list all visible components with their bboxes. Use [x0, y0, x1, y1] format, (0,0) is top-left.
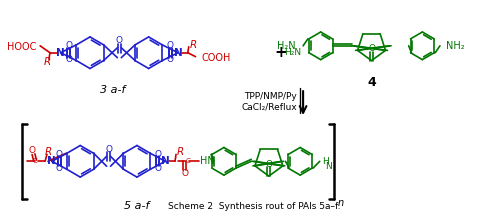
- Text: R: R: [190, 40, 197, 50]
- Text: O: O: [166, 55, 173, 64]
- Text: O: O: [154, 164, 162, 173]
- Text: CaCl₂/Reflux: CaCl₂/Reflux: [242, 103, 297, 112]
- Text: C: C: [33, 158, 38, 164]
- Text: HN: HN: [200, 156, 215, 166]
- Text: NH₂: NH₂: [446, 41, 464, 51]
- Text: N: N: [161, 156, 170, 166]
- Text: N: N: [174, 48, 182, 58]
- Text: C: C: [186, 158, 190, 164]
- Text: N: N: [48, 156, 56, 166]
- Text: COOH: COOH: [202, 53, 231, 63]
- Text: R: R: [177, 147, 184, 157]
- Text: R: R: [44, 57, 51, 67]
- Text: O: O: [65, 41, 72, 50]
- Text: 5 a-f: 5 a-f: [124, 201, 150, 211]
- Text: Scheme 2  Synthesis rout of PAIs 5a–f.: Scheme 2 Synthesis rout of PAIs 5a–f.: [168, 202, 340, 211]
- Text: O: O: [166, 41, 173, 50]
- Text: R: R: [44, 147, 52, 157]
- Text: O: O: [65, 55, 72, 64]
- Text: H₂N: H₂N: [276, 41, 295, 51]
- Text: O: O: [56, 164, 63, 173]
- Text: N: N: [326, 162, 332, 171]
- Text: O: O: [368, 44, 375, 53]
- Text: HOOC: HOOC: [7, 42, 36, 52]
- Text: +: +: [274, 45, 287, 60]
- Text: O: O: [154, 150, 162, 159]
- Text: O: O: [56, 150, 63, 159]
- Text: n: n: [338, 198, 344, 208]
- Text: O: O: [29, 146, 36, 155]
- Text: O: O: [182, 169, 188, 178]
- Text: H₂N: H₂N: [284, 48, 302, 57]
- Text: N: N: [56, 48, 65, 58]
- Text: 3 a-f: 3 a-f: [100, 85, 125, 95]
- Text: O: O: [105, 145, 112, 154]
- Text: 4: 4: [367, 76, 376, 89]
- Text: O: O: [266, 160, 272, 169]
- Text: TPP/NMP/Py: TPP/NMP/Py: [244, 92, 297, 101]
- Text: H: H: [322, 157, 328, 166]
- Text: O: O: [116, 36, 123, 45]
